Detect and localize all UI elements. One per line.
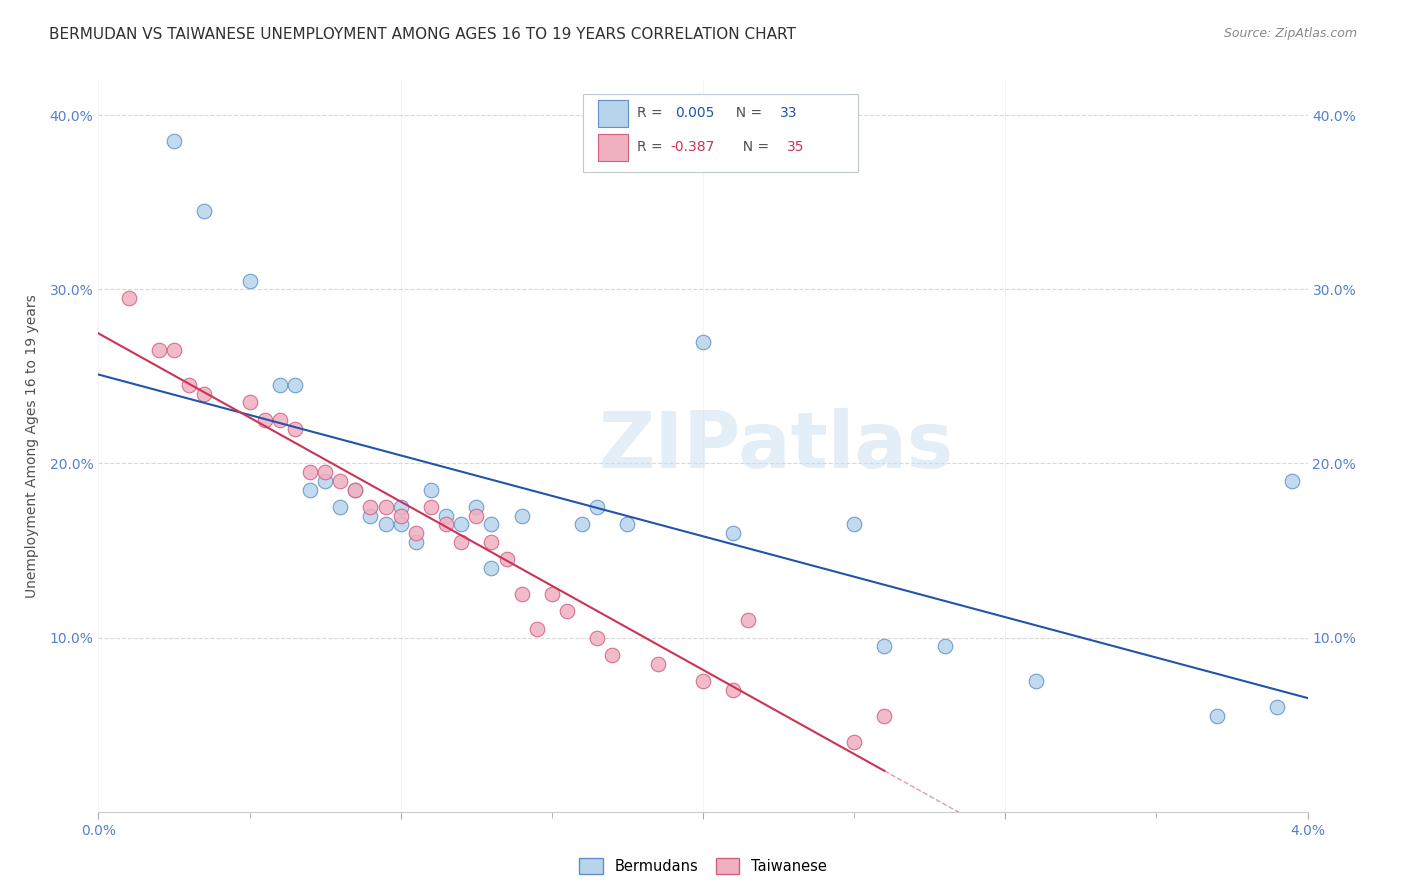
Text: 33: 33 <box>780 106 797 120</box>
Point <box>647 657 669 671</box>
Point <box>737 613 759 627</box>
Text: 0.005: 0.005 <box>675 106 714 120</box>
Point <box>723 526 745 541</box>
Point <box>510 508 533 523</box>
Point <box>1267 700 1289 714</box>
Point <box>586 500 609 514</box>
Point <box>555 604 578 618</box>
Point <box>420 500 443 514</box>
Text: R =: R = <box>637 140 666 154</box>
Point <box>344 483 367 497</box>
Point <box>934 640 956 654</box>
Point <box>163 343 186 358</box>
Text: Source: ZipAtlas.com: Source: ZipAtlas.com <box>1223 27 1357 40</box>
Point <box>844 735 866 749</box>
Point <box>723 682 745 697</box>
Text: N =: N = <box>734 140 773 154</box>
Point <box>329 474 352 488</box>
Point <box>540 587 562 601</box>
Point <box>420 483 443 497</box>
Point <box>692 334 714 349</box>
Point <box>571 517 593 532</box>
Point <box>481 534 503 549</box>
Y-axis label: Unemployment Among Ages 16 to 19 years: Unemployment Among Ages 16 to 19 years <box>24 294 38 598</box>
Point <box>314 465 336 479</box>
Point <box>692 674 714 689</box>
Point <box>1206 709 1229 723</box>
Point <box>299 465 322 479</box>
Point <box>450 534 472 549</box>
Point <box>314 474 336 488</box>
Point <box>434 508 457 523</box>
Point <box>450 517 472 532</box>
Point <box>193 386 215 401</box>
Point <box>481 517 503 532</box>
Point <box>148 343 170 358</box>
Point <box>374 517 396 532</box>
Point <box>360 500 382 514</box>
Point <box>239 395 262 409</box>
Point <box>481 561 503 575</box>
Text: BERMUDAN VS TAIWANESE UNEMPLOYMENT AMONG AGES 16 TO 19 YEARS CORRELATION CHART: BERMUDAN VS TAIWANESE UNEMPLOYMENT AMONG… <box>49 27 796 42</box>
Point <box>495 552 517 566</box>
Point <box>526 622 548 636</box>
Point <box>510 587 533 601</box>
Point <box>284 421 307 435</box>
Point <box>873 709 896 723</box>
Legend: Bermudans, Taiwanese: Bermudans, Taiwanese <box>574 852 832 880</box>
Point <box>586 631 609 645</box>
Point <box>1025 674 1047 689</box>
Point <box>389 500 412 514</box>
Point <box>405 534 427 549</box>
Point <box>118 291 141 305</box>
Point <box>465 508 488 523</box>
Text: R =: R = <box>637 106 666 120</box>
Point <box>329 500 352 514</box>
Point <box>389 508 412 523</box>
Point <box>374 500 396 514</box>
Point <box>602 648 624 662</box>
Point <box>299 483 322 497</box>
Point <box>1281 474 1303 488</box>
Point <box>344 483 367 497</box>
Point <box>405 526 427 541</box>
Point <box>239 274 262 288</box>
Text: -0.387: -0.387 <box>671 140 716 154</box>
Point <box>179 378 201 392</box>
Point <box>844 517 866 532</box>
Point <box>434 517 457 532</box>
Point <box>253 413 276 427</box>
Point <box>284 378 307 392</box>
Point <box>389 517 412 532</box>
Text: 35: 35 <box>787 140 804 154</box>
Text: N =: N = <box>727 106 766 120</box>
Point <box>360 508 382 523</box>
Point <box>193 203 215 218</box>
Point <box>269 378 291 392</box>
Point <box>269 413 291 427</box>
Text: ZIPatlas: ZIPatlas <box>598 408 953 484</box>
Point <box>163 134 186 148</box>
Point <box>465 500 488 514</box>
Point <box>873 640 896 654</box>
Point <box>616 517 638 532</box>
